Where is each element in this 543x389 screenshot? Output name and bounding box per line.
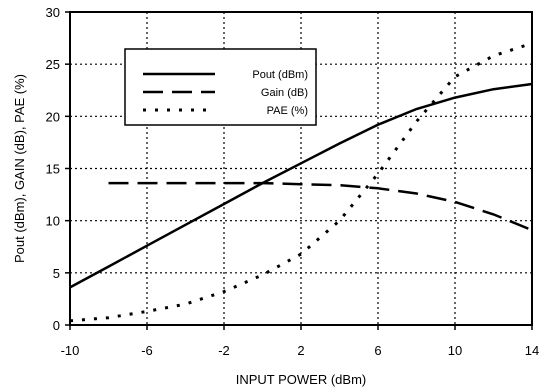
legend-label-pae: PAE (%): [267, 105, 308, 117]
grid: [70, 12, 532, 325]
x-tick-label: 6: [374, 343, 381, 358]
series-line-pout: [69, 82, 533, 289]
x-tick-labels: -10 -6 -2 2 6 10 14: [61, 325, 539, 358]
x-tick-label: -10: [61, 343, 80, 358]
x-tick-label: -6: [141, 343, 153, 358]
y-tick-label: 10: [46, 214, 60, 229]
y-tick-label: 15: [46, 162, 60, 177]
legend: Pout (dBm) Gain (dB) PAE (%): [124, 48, 317, 126]
x-tick-label: 2: [297, 343, 304, 358]
y-tick-label: 25: [46, 57, 60, 72]
x-tick-label: -2: [218, 343, 230, 358]
series-layer: [69, 41, 533, 323]
y-axis-label: Pout (dBm), GAIN (dB), PAE (%): [12, 74, 27, 263]
legend-box: [124, 48, 317, 126]
y-tick-label: 5: [53, 266, 60, 281]
y-tick-label: 0: [53, 318, 60, 333]
y-tick-label: 20: [46, 109, 60, 124]
y-tick-labels: 0 5 10 15 20 25 30: [46, 5, 70, 333]
x-tick-label: 10: [448, 343, 462, 358]
legend-label-pout: Pout (dBm): [252, 69, 308, 81]
series-line-gain: [108, 181, 533, 232]
x-axis-label: INPUT POWER (dBm): [236, 372, 367, 387]
y-tick-label: 30: [46, 5, 60, 20]
x-tick-label: 14: [525, 343, 539, 358]
legend-label-gain: Gain (dB): [261, 87, 308, 99]
